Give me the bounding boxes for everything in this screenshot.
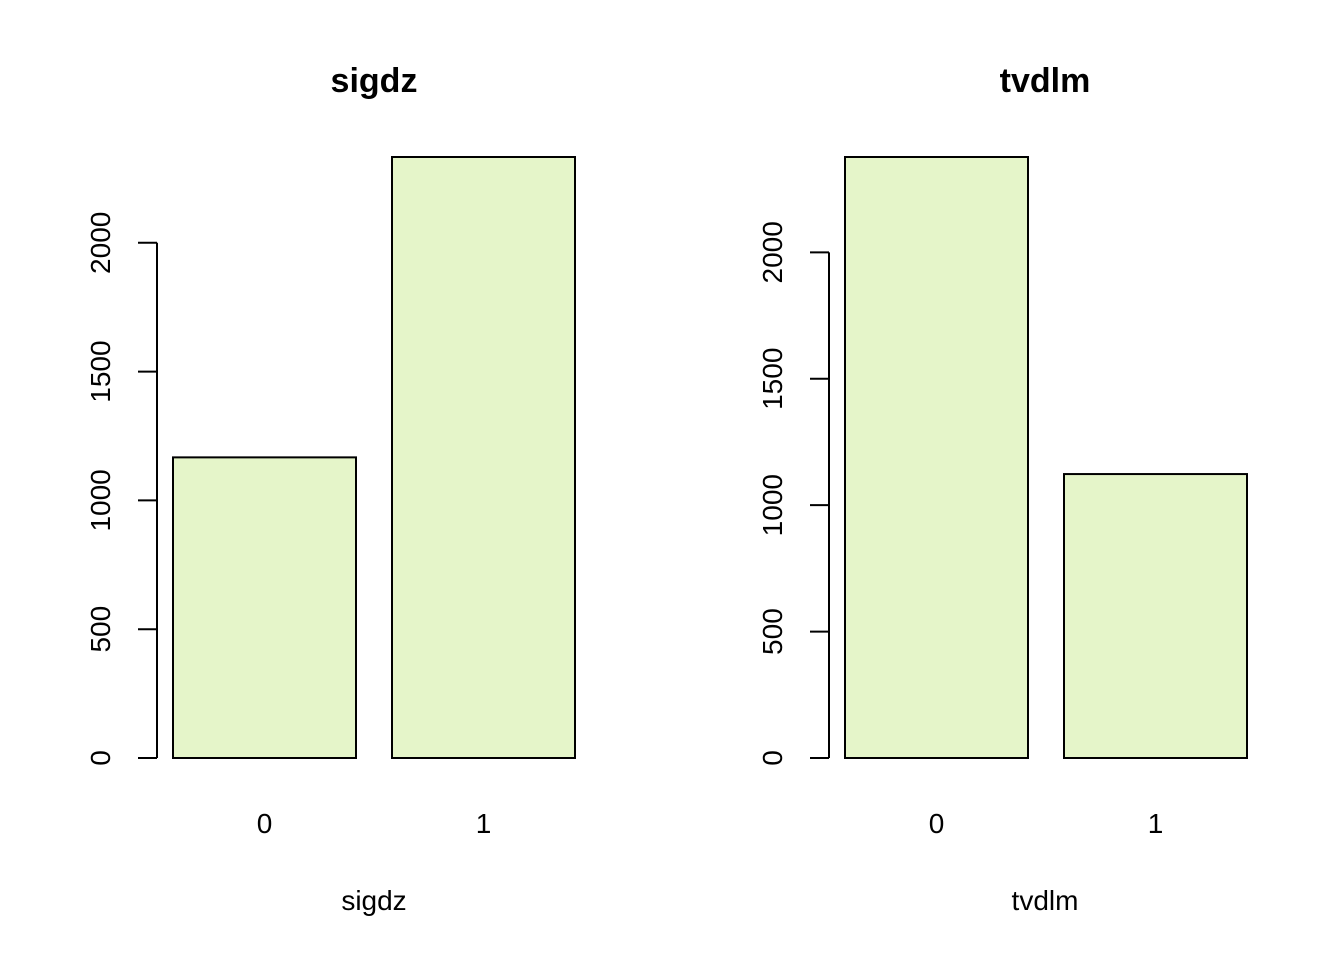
panel-sigdz: sigdz 0 1 0 500 1000 1500 2000 sigdz (85, 62, 576, 916)
y-tick-label: 1000 (85, 469, 116, 531)
chart-title: sigdz (331, 62, 418, 100)
category-label: 0 (929, 808, 945, 839)
plot-area: 0 1 0 500 1000 1500 2000 (757, 156, 1248, 839)
category-label: 1 (1148, 808, 1164, 839)
bar-0 (172, 456, 357, 759)
bar-1 (391, 156, 576, 759)
x-axis-label: tvdlm (1012, 885, 1079, 916)
y-tick-label: 500 (757, 608, 788, 655)
y-tick-label: 1000 (757, 474, 788, 536)
y-tick-label: 1500 (85, 340, 116, 402)
y-tick-label: 500 (85, 606, 116, 653)
plot-area: 0 1 0 500 1000 1500 2000 (85, 156, 576, 839)
panel-tvdlm: tvdlm 0 1 0 500 1000 1500 2000 tvdlm (757, 62, 1248, 916)
category-label: 1 (476, 808, 492, 839)
y-tick-label: 1500 (757, 348, 788, 410)
bar-0 (844, 156, 1029, 759)
bar-1 (1063, 473, 1248, 759)
category-label: 0 (257, 808, 273, 839)
chart-title: tvdlm (1000, 62, 1091, 100)
y-tick-label: 2000 (757, 221, 788, 283)
y-tick-label: 0 (757, 750, 788, 766)
y-tick-label: 0 (85, 750, 116, 766)
y-tick-label: 2000 (85, 212, 116, 274)
x-axis-label: sigdz (341, 885, 406, 916)
